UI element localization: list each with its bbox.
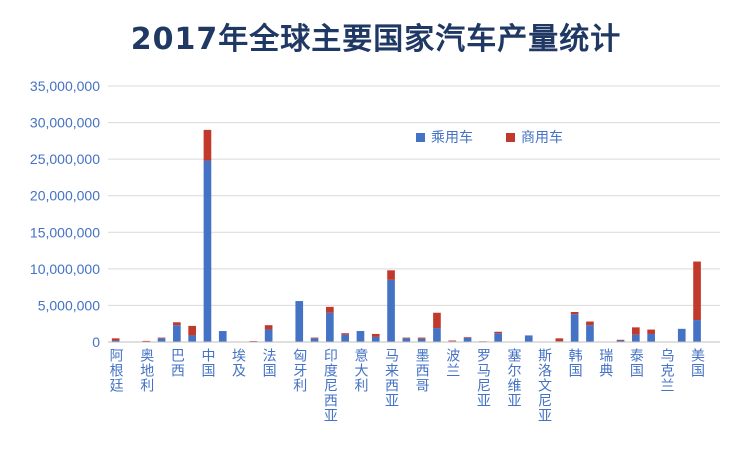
- bar-passenger-23: [463, 337, 472, 342]
- x-tick-label: 埃及: [230, 348, 246, 378]
- x-tick-label: 瑞典: [597, 348, 613, 378]
- bar-passenger-14: [326, 312, 334, 342]
- bar-passenger-3: [157, 338, 166, 342]
- bar-commercial-14: [326, 306, 334, 313]
- gridlines: [108, 85, 720, 306]
- x-tick-label: 斯洛文尼亚: [536, 348, 552, 423]
- y-tick-label: 30,000,000: [30, 115, 100, 131]
- legend-label: 乘用车: [431, 129, 473, 146]
- x-tick-label: 意大利: [352, 347, 368, 393]
- bar-commercial-9: [249, 341, 258, 342]
- x-tick-label: 韩国: [567, 348, 583, 378]
- x-axis: 阿根廷 奥地利 巴西 中国 埃及 法国 匈牙利 印度尼西亚 意大利 马来西亚 墨西哥 波兰 罗马尼亚 塞尔…: [108, 341, 720, 423]
- x-tick-label: 法国: [261, 348, 277, 378]
- x-tick-label: 墨西哥: [414, 348, 430, 393]
- bar-commercial-35: [647, 329, 655, 334]
- bar-commercial-30: [570, 312, 579, 315]
- y-tick-label: 0: [92, 334, 100, 350]
- bar-commercial-22: [448, 340, 457, 342]
- bar-commercial-38: [693, 261, 701, 321]
- x-tick-label: 塞尔维亚: [505, 347, 521, 408]
- bar-passenger-33: [616, 340, 625, 342]
- y-tick-label: 10,000,000: [30, 261, 100, 277]
- legend-label: 商用车: [521, 129, 563, 146]
- y-tick-label: 5,000,000: [38, 297, 100, 313]
- bar-passenger-17: [371, 336, 380, 342]
- bar-commercial-4: [173, 322, 181, 326]
- legend: 乘用车 商用车: [416, 129, 563, 146]
- bar-passenger-31: [586, 325, 594, 342]
- bar-passenger-20: [417, 338, 426, 342]
- bar-commercial-31: [586, 321, 594, 326]
- bar-commercial-10: [264, 325, 273, 330]
- bar-passenger-15: [341, 334, 349, 342]
- y-tick-label: 15,000,000: [30, 224, 100, 240]
- x-tick-label: 马来西亚: [383, 348, 399, 408]
- bars: [111, 129, 717, 343]
- x-tick-label: 印度尼西亚: [322, 348, 338, 423]
- x-tick-label: 乌克兰: [658, 348, 674, 393]
- bar-commercial-6: [203, 129, 212, 161]
- bar-commercial-20: [417, 337, 426, 339]
- x-tick-label: 美国: [689, 348, 705, 378]
- y-axis: 0 5,000,000 10,000,000 15,000,000 20,000,000…: [30, 78, 100, 350]
- bar-passenger-34: [632, 334, 640, 342]
- bar-passenger-4: [173, 325, 181, 342]
- x-tick-label: 巴西: [169, 348, 185, 378]
- bar-passenger-0: [111, 340, 120, 342]
- bar-commercial-5: [188, 325, 196, 336]
- bar-passenger-10: [264, 329, 273, 342]
- y-tick-label: 20,000,000: [30, 188, 100, 204]
- x-tick-label: 阿根廷: [108, 348, 124, 393]
- bar-commercial-13: [310, 337, 319, 339]
- x-tick-label: 奥地利: [138, 347, 154, 393]
- bar-passenger-6: [203, 160, 212, 342]
- y-tick-label: 25,000,000: [30, 151, 100, 167]
- bar-commercial-21: [433, 312, 441, 329]
- bar-passenger-5: [188, 335, 196, 342]
- bar-commercial-34: [632, 327, 640, 335]
- bar-passenger-27: [524, 335, 533, 342]
- x-tick-label: 泰国: [628, 348, 644, 378]
- x-tick-label: 中国: [199, 348, 215, 378]
- y-tick-label: 35,000,000: [30, 78, 100, 94]
- bar-commercial-25: [494, 331, 502, 334]
- bar-passenger-13: [310, 338, 319, 342]
- bar-passenger-19: [402, 338, 411, 342]
- chart-title: 2017年全球主要国家汽车产量统计: [130, 22, 622, 57]
- bar-passenger-12: [295, 301, 304, 342]
- bar-passenger-18: [387, 279, 395, 342]
- bar-passenger-35: [647, 333, 655, 342]
- x-tick-label: 匈牙利: [291, 348, 307, 393]
- bar-commercial-29: [555, 338, 564, 342]
- bar-passenger-7: [218, 331, 227, 342]
- legend-swatch: [416, 133, 425, 142]
- bar-passenger-25: [494, 333, 502, 342]
- bar-commercial-3: [157, 337, 166, 339]
- bar-commercial-2: [142, 340, 151, 342]
- bar-passenger-37: [677, 328, 686, 342]
- x-tick-label: 罗马尼亚: [475, 348, 491, 408]
- bar-passenger-38: [693, 320, 701, 342]
- bar-commercial-18: [387, 270, 395, 280]
- bar-passenger-16: [356, 331, 365, 342]
- bar-commercial-0: [111, 338, 120, 341]
- x-tick-label: 波兰: [444, 348, 460, 378]
- bar-commercial-19: [402, 337, 411, 339]
- legend-swatch: [506, 133, 515, 142]
- bar-commercial-23: [463, 337, 472, 338]
- bar-commercial-33: [616, 339, 625, 341]
- bar-commercial-17: [371, 333, 380, 337]
- bar-commercial-15: [341, 333, 349, 335]
- bar-passenger-21: [433, 328, 441, 342]
- bar-passenger-30: [570, 314, 579, 342]
